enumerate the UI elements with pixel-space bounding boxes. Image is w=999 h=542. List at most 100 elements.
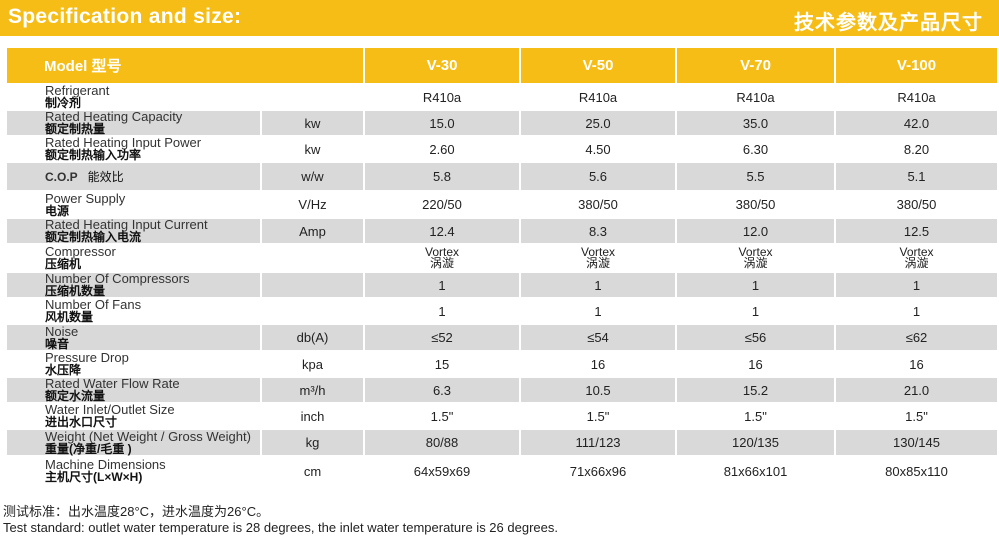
table-row: Weight (Net Weight / Gross Weight) 重量(净重/…	[7, 430, 997, 457]
cell-value: Vortex 涡漩	[521, 245, 677, 273]
cell-value: 380/50	[836, 192, 997, 219]
cell-value: 1	[521, 299, 677, 325]
row-label: Machine Dimensions 主机尺寸(L×W×H)	[7, 457, 262, 487]
row-label-cn: 额定制热输入功率	[45, 148, 142, 162]
header-model: Model 型号	[7, 48, 365, 85]
test-standard-cn: 测试标准：出水温度28°C，进水温度为26°C。	[3, 504, 270, 519]
row-label: Water Inlet/Outlet Size 进出水口尺寸	[7, 402, 262, 430]
cell-value: 6.3	[365, 378, 521, 404]
cell-value: 6.30	[677, 137, 836, 163]
header-banner: Specification and size: 技术参数及产品尺寸	[0, 0, 999, 36]
row-unit: cm	[262, 457, 365, 487]
header-model-v30: V-30	[365, 48, 521, 85]
row-unit: Amp	[262, 219, 365, 245]
row-label-en: Machine Dimensions	[45, 457, 166, 472]
table-row: Rated Heating Input Power 额定制热输入功率 kw 2.60 4…	[7, 136, 997, 163]
table-row: Machine Dimensions 主机尺寸(L×W×H) cm 64x59x69 7…	[7, 457, 997, 487]
row-label-cn: 压缩机数量	[45, 284, 106, 298]
header-model-v100: V-100	[836, 48, 997, 85]
row-label: Number Of Fans 风机数量	[7, 297, 262, 325]
cell-value: R410a	[836, 85, 997, 111]
table-row: Noise 噪音 db(A) ≤52 ≤54 ≤56 ≤62	[7, 325, 997, 352]
cell-value: 81x66x101	[677, 457, 836, 487]
cell-value: 64x59x69	[365, 457, 521, 487]
cell-value: 1	[365, 299, 521, 325]
cell-value: 25.0	[521, 111, 677, 137]
cell-value: Vortex 涡漩	[365, 245, 521, 273]
row-unit	[262, 245, 365, 273]
cell-value-en: Vortex	[424, 245, 460, 259]
row-label-cn: 额定水流量	[45, 389, 106, 403]
cell-value: 12.5	[836, 219, 997, 245]
cell-value-cn: 涡漩	[429, 256, 454, 270]
table-row: Pressure Drop 水压降 kpa 15 16 16 16	[7, 351, 997, 378]
row-label: Noise 噪音	[7, 325, 262, 352]
cell-value: 80/88	[365, 430, 521, 457]
row-label-en: Number Of Fans	[45, 297, 142, 312]
table-row: Compressor 压缩机 Vortex 涡漩 Vortex 涡漩 Vortex 涡漩 Vor…	[7, 245, 997, 273]
table-row: Rated Heating Capacity 额定制热量 kw 15.0 25.0 35.…	[7, 109, 997, 137]
header-model-v50: V-50	[521, 48, 677, 85]
cell-value: 2.60	[365, 137, 521, 163]
row-unit: kg	[262, 430, 365, 457]
row-label-en: Weight (Net Weight / Gross Weight)	[45, 428, 251, 444]
table-row: Rated Water Flow Rate 额定水流量 m³/h 6.3 10.5 15.…	[7, 376, 997, 404]
row-label-cn: 电源	[45, 203, 70, 218]
cell-value: 5.8	[365, 163, 521, 192]
row-label-en: Rated Heating Input Current	[45, 217, 208, 232]
cell-value: 35.0	[677, 111, 836, 137]
table-header-row: Model 型号 V-30 V-50 V-70 V-100	[7, 48, 997, 85]
row-unit: db(A)	[262, 325, 365, 352]
table-row: Number Of Compressors 压缩机数量 1 1 1 1	[7, 271, 997, 299]
cell-value-cn: 涡漩	[904, 256, 929, 270]
row-label-en: Rated Heating Capacity	[45, 109, 183, 124]
row-label: Rated Heating Capacity 额定制热量	[7, 109, 262, 137]
cell-value: 5.6	[521, 163, 677, 192]
row-unit	[262, 273, 365, 299]
cell-value-cn: 涡漩	[585, 256, 610, 270]
row-label-en: Rated Water Flow Rate	[45, 376, 180, 391]
cell-value: 42.0	[836, 111, 997, 137]
cell-value: 16	[836, 352, 997, 378]
row-label-en: C.O.P	[45, 169, 78, 184]
row-unit	[262, 85, 365, 111]
cell-value: 1	[836, 299, 997, 325]
cell-value: 8.20	[836, 137, 997, 163]
row-label-cn: 额定制热输入电流	[45, 230, 142, 244]
cell-value: ≤54	[521, 325, 677, 352]
cell-value: 111/123	[521, 430, 677, 457]
row-label-en: Number Of Compressors	[45, 271, 190, 286]
cell-value: 1	[836, 273, 997, 299]
row-label-cn: 制冷剂	[45, 96, 82, 110]
title-en: Specification and size:	[8, 5, 242, 28]
row-label: Rated Heating Input Power 额定制热输入功率	[7, 136, 262, 163]
row-label: Number Of Compressors 压缩机数量	[7, 271, 262, 299]
cell-value-cn: 涡漩	[743, 256, 768, 270]
row-label: C.O.P 能效比	[7, 163, 262, 192]
table-row: Water Inlet/Outlet Size 进出水口尺寸 inch 1.5" 1.5…	[7, 402, 997, 430]
cell-value: 1.5"	[365, 404, 521, 430]
row-unit: kw	[262, 137, 365, 163]
row-label-en: Water Inlet/Outlet Size	[45, 402, 175, 417]
cell-value: 80x85x110	[836, 457, 997, 487]
cell-value: R410a	[677, 85, 836, 111]
row-label-en: Noise	[45, 323, 79, 339]
cell-value: 120/135	[677, 430, 836, 457]
table-row: Power Supply 电源 V/Hz 220/50 380/50 380/50 380/…	[7, 192, 997, 219]
row-label-en: Refrigerant	[45, 83, 110, 98]
cell-value: 1	[521, 273, 677, 299]
cell-value: 1	[677, 273, 836, 299]
row-label-cn: 风机数量	[45, 310, 94, 324]
title-cn: 技术参数及产品尺寸	[794, 12, 983, 34]
cell-value: 1.5"	[836, 404, 997, 430]
cell-value: 15	[365, 352, 521, 378]
table-row: Refrigerant 制冷剂 R410a R410a R410a R410a	[7, 83, 997, 111]
row-label-cn: 进出水口尺寸	[45, 415, 118, 429]
cell-value: R410a	[521, 85, 677, 111]
table-row: C.O.P 能效比 w/w 5.8 5.6 5.5 5.1	[7, 163, 997, 192]
row-label-cn: 水压降	[45, 363, 82, 377]
row-unit: kpa	[262, 352, 365, 378]
cell-value: 5.5	[677, 163, 836, 192]
spec-table: Model 型号 V-30 V-50 V-70 V-100 Refrigeran…	[7, 48, 997, 487]
row-label: Rated Heating Input Current 额定制热输入电流	[7, 217, 262, 245]
